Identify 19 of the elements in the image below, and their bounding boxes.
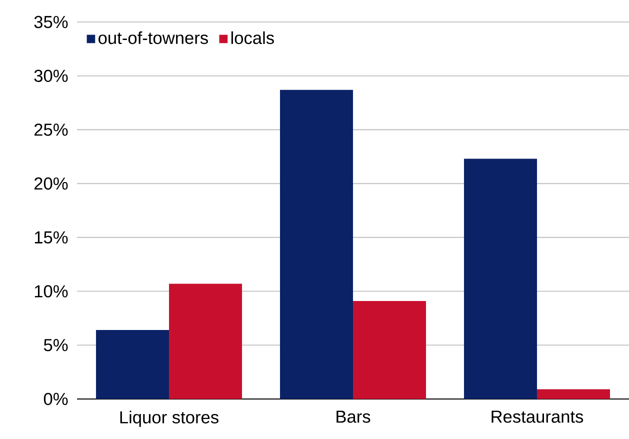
- y-tick-label: 10%: [34, 285, 68, 298]
- y-tick-label: 0%: [44, 392, 68, 406]
- bar: [353, 300, 426, 399]
- x-tick-label: Bars: [336, 410, 370, 423]
- legend-label: out-of-towners: [98, 31, 208, 44]
- y-tick-label: 25%: [34, 124, 68, 136]
- bar: [280, 90, 353, 399]
- bar: [464, 158, 537, 399]
- bar: [169, 284, 242, 399]
- bar: [536, 389, 610, 399]
- y-tick-label: 15%: [34, 231, 68, 244]
- y-tick-label: 5%: [44, 339, 68, 352]
- x-tick-label: Liquor stores: [120, 410, 218, 427]
- y-tick-label: 35%: [34, 16, 68, 28]
- y-tick-label: 20%: [34, 177, 68, 190]
- y-tick-label: 30%: [34, 70, 68, 82]
- x-tick-label: Restaurants: [492, 410, 584, 423]
- bar: [96, 330, 170, 399]
- legend-label: locals: [231, 31, 274, 44]
